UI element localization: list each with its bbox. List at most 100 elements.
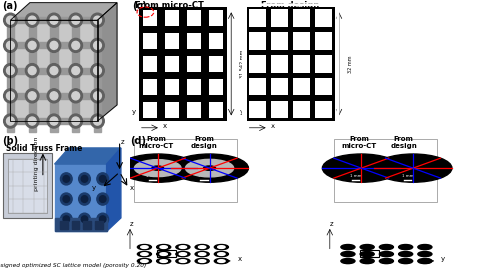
Text: 32 mm: 32 mm bbox=[348, 55, 353, 73]
Circle shape bbox=[94, 117, 102, 125]
Circle shape bbox=[160, 260, 168, 263]
Circle shape bbox=[69, 114, 82, 128]
Circle shape bbox=[72, 16, 80, 24]
Circle shape bbox=[360, 252, 374, 257]
Text: From
design: From design bbox=[190, 136, 218, 149]
Bar bbox=[143, 10, 157, 26]
Circle shape bbox=[214, 259, 228, 264]
Circle shape bbox=[63, 216, 70, 223]
Circle shape bbox=[69, 38, 82, 52]
Circle shape bbox=[119, 154, 196, 182]
Ellipse shape bbox=[50, 121, 58, 126]
Circle shape bbox=[398, 245, 412, 250]
Text: From micro-CT: From micro-CT bbox=[135, 1, 204, 10]
Bar bbox=[271, 32, 288, 50]
Bar bbox=[249, 32, 266, 50]
Bar bbox=[10, 43, 98, 48]
Circle shape bbox=[72, 66, 80, 75]
Circle shape bbox=[50, 41, 58, 49]
Bar bbox=[7, 20, 14, 121]
Bar bbox=[249, 55, 266, 73]
Circle shape bbox=[360, 245, 374, 250]
Bar bbox=[8, 159, 47, 213]
Circle shape bbox=[198, 253, 206, 256]
Circle shape bbox=[81, 216, 88, 223]
Bar bbox=[246, 7, 334, 121]
Bar bbox=[95, 225, 102, 229]
Polygon shape bbox=[54, 164, 106, 231]
Circle shape bbox=[90, 114, 104, 128]
Circle shape bbox=[195, 259, 209, 264]
Circle shape bbox=[50, 117, 58, 125]
Bar bbox=[50, 121, 58, 132]
Circle shape bbox=[214, 245, 228, 250]
Circle shape bbox=[398, 252, 412, 257]
Bar bbox=[293, 32, 310, 50]
Circle shape bbox=[78, 213, 90, 225]
Bar bbox=[293, 101, 310, 118]
Bar bbox=[94, 121, 101, 132]
Text: 31.542 mm: 31.542 mm bbox=[240, 50, 245, 78]
Circle shape bbox=[186, 159, 234, 177]
Bar bbox=[165, 79, 179, 95]
Circle shape bbox=[28, 41, 36, 49]
Circle shape bbox=[47, 89, 60, 103]
Bar bbox=[83, 221, 91, 225]
Bar bbox=[209, 102, 223, 118]
Circle shape bbox=[214, 252, 228, 257]
Circle shape bbox=[69, 64, 82, 78]
Text: 1 mm: 1 mm bbox=[146, 174, 158, 178]
Bar bbox=[315, 32, 332, 50]
Circle shape bbox=[78, 173, 90, 185]
Circle shape bbox=[100, 176, 106, 182]
Bar bbox=[95, 221, 102, 225]
Circle shape bbox=[6, 92, 14, 100]
Circle shape bbox=[26, 114, 39, 128]
Ellipse shape bbox=[28, 121, 36, 126]
Polygon shape bbox=[10, 3, 117, 20]
Bar bbox=[10, 68, 98, 74]
Circle shape bbox=[380, 245, 394, 250]
Circle shape bbox=[94, 66, 102, 75]
Bar bbox=[165, 10, 179, 26]
Circle shape bbox=[418, 245, 432, 250]
Bar bbox=[28, 121, 36, 132]
Circle shape bbox=[374, 154, 452, 182]
Bar bbox=[187, 56, 201, 72]
Bar bbox=[72, 221, 80, 225]
Circle shape bbox=[134, 160, 181, 177]
Circle shape bbox=[97, 213, 108, 225]
Circle shape bbox=[341, 245, 355, 250]
Circle shape bbox=[160, 253, 168, 256]
Bar bbox=[360, 250, 380, 257]
Circle shape bbox=[138, 245, 151, 250]
Ellipse shape bbox=[7, 121, 14, 126]
Text: y: y bbox=[132, 109, 136, 115]
Circle shape bbox=[176, 245, 190, 250]
Text: x: x bbox=[163, 123, 167, 129]
Bar bbox=[165, 102, 179, 118]
Circle shape bbox=[6, 66, 14, 75]
Bar bbox=[143, 79, 157, 95]
Bar bbox=[293, 55, 310, 73]
Bar bbox=[209, 56, 223, 72]
Bar bbox=[143, 56, 157, 72]
Ellipse shape bbox=[94, 121, 101, 126]
Circle shape bbox=[97, 193, 108, 205]
Bar bbox=[165, 33, 179, 49]
Bar bbox=[315, 55, 332, 73]
Circle shape bbox=[322, 154, 400, 182]
Bar bbox=[83, 225, 91, 229]
Circle shape bbox=[78, 193, 90, 205]
Bar bbox=[156, 250, 176, 257]
Text: z: z bbox=[130, 221, 134, 227]
Circle shape bbox=[398, 259, 412, 264]
Circle shape bbox=[60, 173, 72, 185]
Circle shape bbox=[72, 92, 80, 100]
Text: y: y bbox=[240, 109, 244, 115]
Bar bbox=[187, 10, 201, 26]
Circle shape bbox=[97, 173, 108, 185]
Bar bbox=[134, 139, 238, 202]
Circle shape bbox=[60, 213, 72, 225]
Circle shape bbox=[140, 246, 148, 249]
